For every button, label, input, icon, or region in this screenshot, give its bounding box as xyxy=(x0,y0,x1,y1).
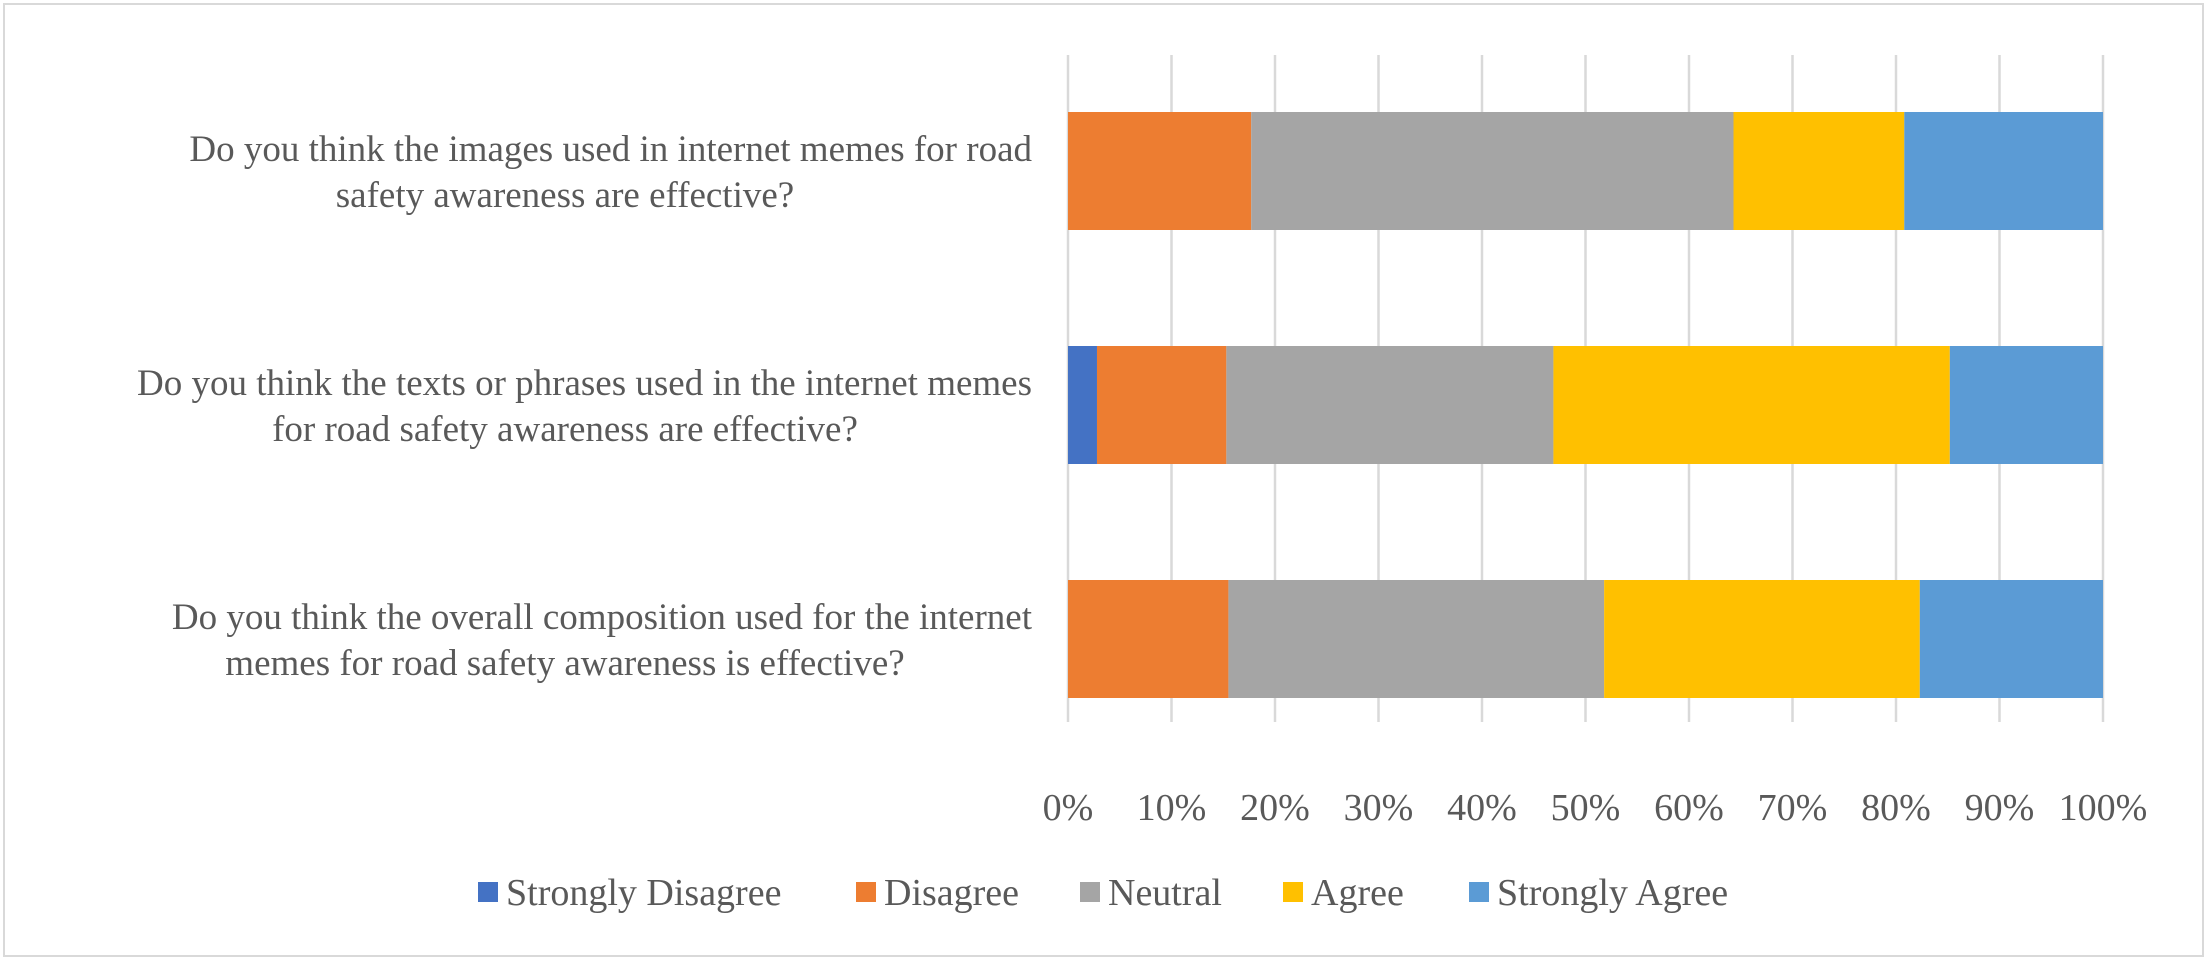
x-tick-label: 80% xyxy=(1861,787,1931,829)
bar-segment xyxy=(1068,580,1229,698)
bar-segment xyxy=(1604,580,1920,698)
legend-swatch xyxy=(1469,882,1489,902)
legend-swatch xyxy=(1283,882,1303,902)
x-tick-label: 90% xyxy=(1965,787,2035,829)
x-tick-label: 100% xyxy=(2059,787,2148,829)
category-label: memes for road safety awareness is effec… xyxy=(225,643,904,684)
x-axis-ticks: 0% 10% 20% 30% 40% 50% 60% 70% 80% 90% 100% xyxy=(1043,787,2148,829)
bar-segment xyxy=(1226,346,1554,464)
legend-label: Disagree xyxy=(884,872,1019,914)
x-tick-label: 40% xyxy=(1447,787,1517,829)
category-label: for road safety awareness are effective? xyxy=(272,409,858,450)
category-label: safety awareness are effective? xyxy=(336,175,794,216)
x-tick-label: 70% xyxy=(1758,787,1828,829)
bar-segment xyxy=(1068,112,1252,230)
bar-segment xyxy=(1228,580,1605,698)
legend-label: Neutral xyxy=(1108,872,1222,914)
bar-segment xyxy=(1733,112,1905,230)
category-label: Do you think the overall composition use… xyxy=(172,597,1033,638)
legend-swatch xyxy=(478,882,498,902)
x-tick-label: 20% xyxy=(1240,787,1310,829)
legend-label: Agree xyxy=(1311,872,1404,914)
category-label: Do you think the texts or phrases used i… xyxy=(137,363,1032,404)
x-tick-label: 30% xyxy=(1344,787,1414,829)
bar-segment xyxy=(1251,112,1734,230)
bar-segment xyxy=(1919,580,2103,698)
category-labels: Do you think the images used in internet… xyxy=(137,129,1033,684)
x-tick-label: 60% xyxy=(1654,787,1724,829)
x-tick-label: 0% xyxy=(1043,787,1094,829)
x-tick-label: 10% xyxy=(1137,787,1207,829)
bar-segment xyxy=(1068,346,1097,464)
category-label: Do you think the images used in internet… xyxy=(189,129,1032,170)
bar-segment xyxy=(1553,346,1950,464)
bar-segment xyxy=(1949,346,2103,464)
legend-label: Strongly Disagree xyxy=(506,872,781,914)
legend-swatch xyxy=(856,882,876,902)
bars xyxy=(1068,112,2103,698)
x-tick-label: 50% xyxy=(1551,787,1621,829)
legend-label: Strongly Agree xyxy=(1497,872,1728,914)
bar-segment xyxy=(1096,346,1227,464)
bar-segment xyxy=(1904,112,2103,230)
legend-swatch xyxy=(1080,882,1100,902)
legend: Strongly Disagree Disagree Neutral Agree Str… xyxy=(478,872,1728,914)
